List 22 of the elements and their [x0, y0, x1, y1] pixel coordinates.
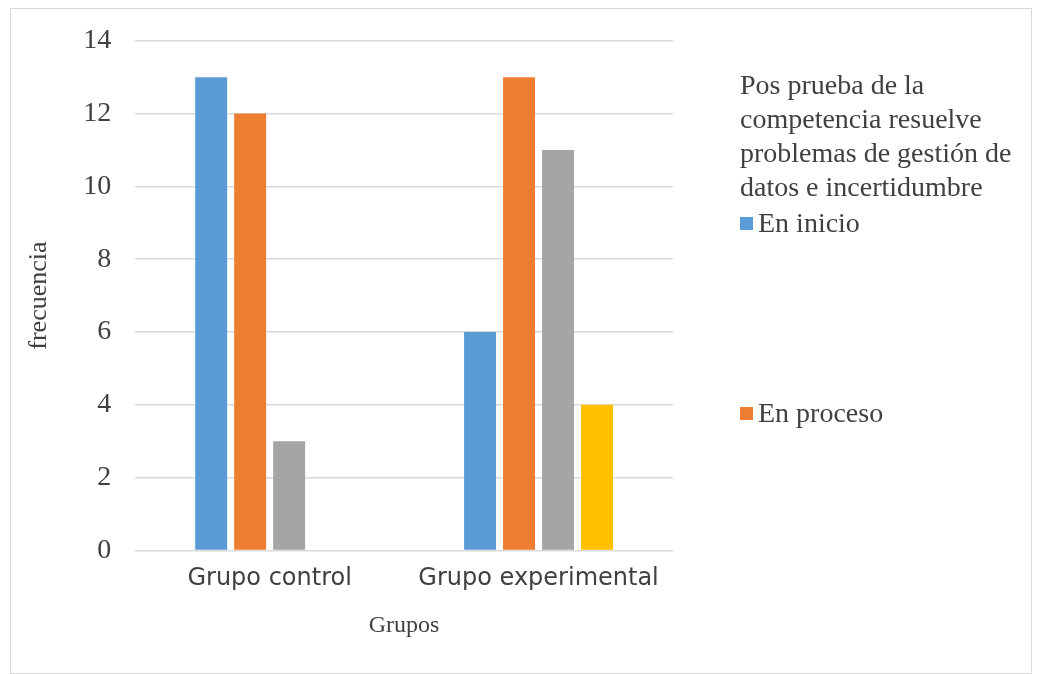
y-tick-label: 4: [97, 387, 112, 419]
legend-title: Pos prueba de la competencia resuelve problemas de gestión de datos e incertidumbre: [740, 68, 1013, 204]
x-axis-title: Grupos: [368, 610, 440, 637]
bar: [503, 77, 536, 550]
bar: [234, 113, 267, 550]
y-tick-label: 8: [97, 241, 112, 273]
y-tick-label: 0: [97, 532, 112, 564]
bar: [195, 77, 228, 550]
bar: [273, 441, 306, 550]
x-tick-label: Grupo experimental: [418, 563, 659, 592]
legend-label: En inicio: [758, 206, 860, 240]
bar: [464, 332, 497, 550]
x-tick-label: Grupo control: [187, 563, 352, 592]
y-tick-label: 12: [83, 95, 112, 127]
bar: [581, 404, 614, 550]
y-tick-label: 14: [83, 23, 112, 55]
y-axis-title: frecuencia: [23, 241, 53, 350]
y-tick-label: 6: [97, 314, 112, 346]
bar: [542, 150, 575, 550]
y-tick-label: 2: [97, 459, 112, 491]
legend-label: En proceso: [758, 396, 884, 430]
y-tick-label: 10: [83, 168, 112, 200]
